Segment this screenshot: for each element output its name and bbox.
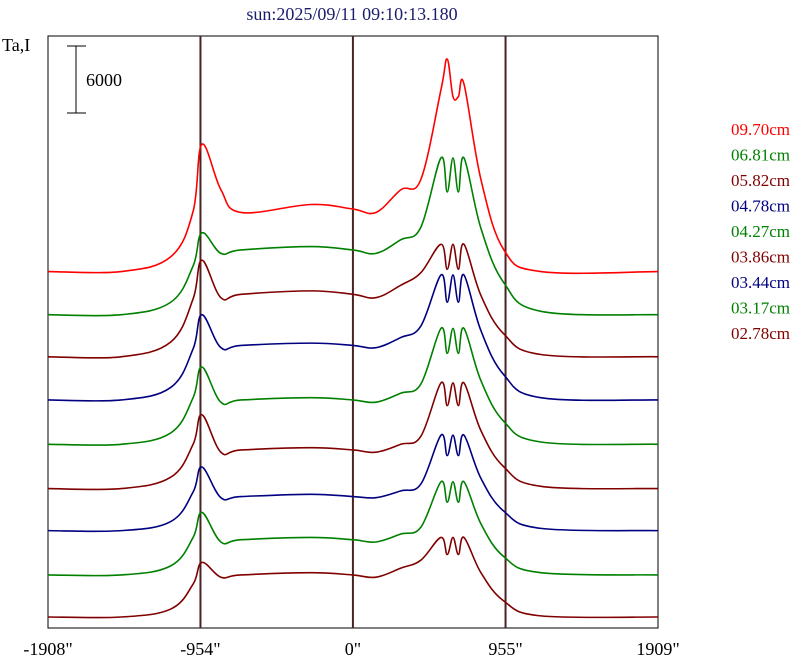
y-axis-label: Ta,I <box>2 35 30 55</box>
series-line-03.17cm <box>47 480 659 577</box>
scale-bar: 6000 <box>67 45 122 114</box>
series-line-02.78cm <box>47 536 659 619</box>
scale-bar-label: 6000 <box>86 70 122 90</box>
legend-entry: 04.78cm <box>731 197 790 216</box>
series-line-03.44cm <box>47 433 659 533</box>
x-tick-label: 1909" <box>636 639 679 659</box>
legend: 09.70cm 06.81cm 05.82cm 04.78cm 04.27cm 03.86… <box>731 120 790 343</box>
x-tick-label: 955" <box>488 639 522 659</box>
legend-entry: 02.78cm <box>731 324 790 343</box>
legend-entry: 03.44cm <box>731 273 790 292</box>
series-line-09.70cm <box>47 58 659 275</box>
x-tick-label: -1908" <box>23 639 72 659</box>
legend-entry: 03.86cm <box>731 248 790 267</box>
chart-title: sun:2025/09/11 09:10:13.180 <box>246 4 457 24</box>
series-line-03.86cm <box>47 381 659 491</box>
legend-entry: 05.82cm <box>731 171 790 190</box>
x-tick-label: 0" <box>345 639 361 659</box>
series-line-05.82cm <box>47 243 659 359</box>
series-line-06.81cm <box>47 156 659 317</box>
legend-entry: 06.81cm <box>731 146 790 165</box>
series-line-04.27cm <box>47 327 659 446</box>
x-tick-label: -954" <box>180 639 220 659</box>
vertical-markers <box>199 36 507 628</box>
legend-entry: 04.27cm <box>731 222 790 241</box>
x-tick-labels: -1908" -954" 0" 955" 1909" <box>23 639 679 659</box>
legend-entry: 09.70cm <box>731 120 790 139</box>
legend-entry: 03.17cm <box>731 299 790 318</box>
series-group <box>47 58 659 619</box>
series-line-04.78cm <box>47 273 659 402</box>
